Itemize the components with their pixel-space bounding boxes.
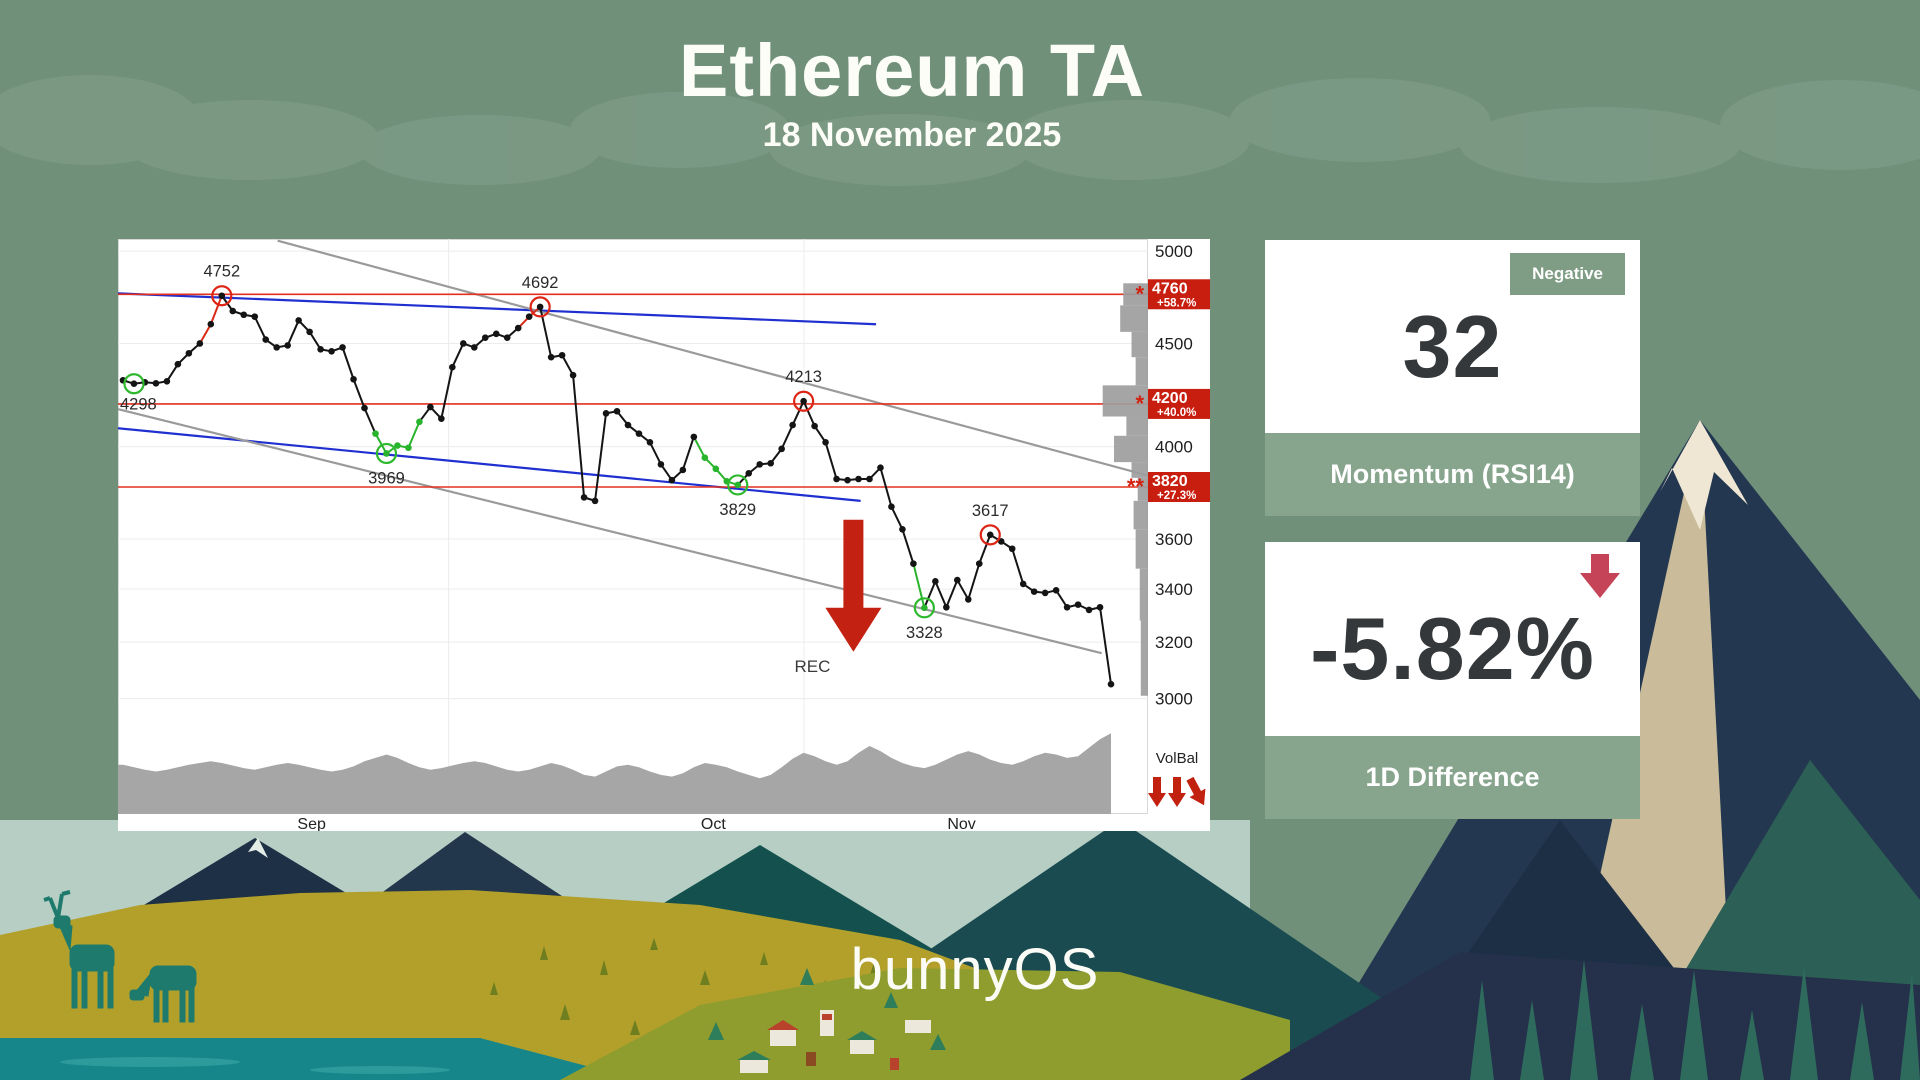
svg-text:3829: 3829 xyxy=(719,501,756,519)
svg-text:Nov: Nov xyxy=(947,816,975,831)
difference-label: 1D Difference xyxy=(1265,736,1640,819)
village-meadow xyxy=(560,968,1290,1080)
village xyxy=(708,968,946,1073)
down-arrow-icon xyxy=(1580,554,1620,598)
report-date: 18 November 2025 xyxy=(762,116,1062,154)
difference-card-body: -5.82% xyxy=(1265,542,1640,736)
svg-text:+58.7%: +58.7% xyxy=(1157,297,1196,309)
foreground-forest xyxy=(1240,952,1920,1080)
svg-text:**: ** xyxy=(1127,474,1145,499)
svg-text:4213: 4213 xyxy=(785,368,822,386)
svg-text:3969: 3969 xyxy=(368,469,405,487)
svg-text:VolBal: VolBal xyxy=(1156,750,1199,767)
svg-text:4298: 4298 xyxy=(120,396,157,414)
deer-silhouettes xyxy=(43,890,197,1023)
svg-text:3617: 3617 xyxy=(972,502,1009,520)
svg-text:Oct: Oct xyxy=(701,816,726,831)
svg-text:4760: 4760 xyxy=(1152,280,1188,297)
lake xyxy=(0,1038,640,1080)
svg-text:3400: 3400 xyxy=(1155,580,1193,599)
svg-text:4692: 4692 xyxy=(522,274,559,292)
momentum-label: Momentum (RSI14) xyxy=(1265,433,1640,516)
svg-text:REC: REC xyxy=(795,657,831,676)
svg-text:5000: 5000 xyxy=(1155,242,1193,261)
header: Ethereum TA 18 November 2025 xyxy=(0,34,1824,155)
svg-text:3600: 3600 xyxy=(1155,530,1193,549)
svg-text:4500: 4500 xyxy=(1155,334,1193,353)
ta-chart-card: REC 4752 4692 4213 3617 4298 3969 3829 3328 * 4760… xyxy=(118,239,1210,831)
svg-text:+40.0%: +40.0% xyxy=(1157,407,1196,419)
svg-text:+27.3%: +27.3% xyxy=(1157,490,1196,502)
price-chart: REC 4752 4692 4213 3617 4298 3969 3829 3328 * 4760… xyxy=(118,239,1210,831)
brand-watermark: bunnyOS xyxy=(850,937,1100,1002)
page-title: Ethereum TA xyxy=(678,29,1146,112)
difference-card: -5.82% 1D Difference xyxy=(1265,542,1640,819)
momentum-card: Negative 32 Momentum (RSI14) xyxy=(1265,240,1640,516)
svg-text:3328: 3328 xyxy=(906,624,943,642)
svg-text:4200: 4200 xyxy=(1152,390,1188,407)
svg-text:3200: 3200 xyxy=(1155,633,1193,652)
svg-text:*: * xyxy=(1135,391,1144,416)
svg-text:*: * xyxy=(1135,281,1144,306)
svg-text:Sep: Sep xyxy=(297,816,326,831)
grazing-deer xyxy=(129,965,197,1023)
momentum-card-body: Negative 32 xyxy=(1265,240,1640,433)
clouds xyxy=(0,75,1920,186)
difference-value: -5.82% xyxy=(1310,599,1595,698)
svg-text:4752: 4752 xyxy=(203,263,240,281)
svg-text:4000: 4000 xyxy=(1155,438,1193,457)
svg-text:3000: 3000 xyxy=(1155,690,1193,709)
sentiment-badge: Negative xyxy=(1510,253,1625,295)
teal-pines xyxy=(1470,960,1920,1080)
svg-text:3820: 3820 xyxy=(1152,473,1188,490)
rsi-value: 32 xyxy=(1402,296,1503,396)
standing-deer xyxy=(43,890,115,1009)
